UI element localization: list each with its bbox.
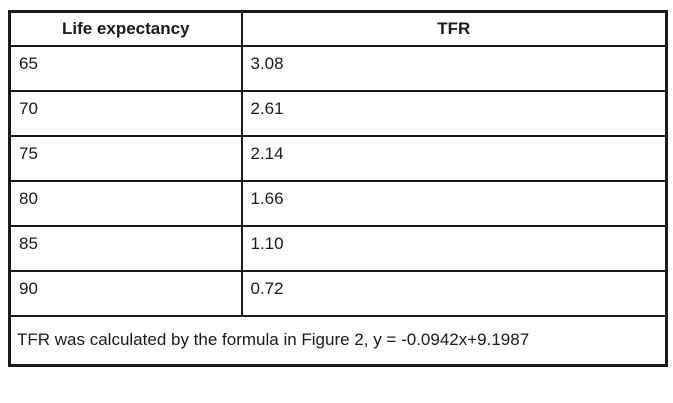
- table-row: 65 3.08: [8, 44, 668, 92]
- tfr-cell: 3.08: [240, 44, 668, 92]
- table-footnote-row: TFR was calculated by the formula in Fig…: [8, 314, 668, 367]
- tfr-cell: 2.61: [240, 89, 668, 137]
- life-expectancy-cell: 85: [8, 224, 243, 272]
- table-footnote: TFR was calculated by the formula in Fig…: [8, 314, 668, 367]
- table-row: 80 1.66: [8, 179, 668, 227]
- life-expectancy-header: Life expectancy: [8, 10, 243, 47]
- table-row: 90 0.72: [8, 269, 668, 317]
- life-expectancy-cell: 75: [8, 134, 243, 182]
- table-header-row: Life expectancy TFR: [8, 10, 668, 47]
- tfr-header: TFR: [240, 10, 668, 47]
- life-expectancy-cell: 90: [8, 269, 243, 317]
- life-expectancy-cell: 80: [8, 179, 243, 227]
- tfr-cell: 1.66: [240, 179, 668, 227]
- tfr-cell: 0.72: [240, 269, 668, 317]
- table-row: 85 1.10: [8, 224, 668, 272]
- tfr-table: Life expectancy TFR 65 3.08 70 2.61 75 2…: [8, 10, 668, 367]
- tfr-cell: 2.14: [240, 134, 668, 182]
- tfr-cell: 1.10: [240, 224, 668, 272]
- table-row: 70 2.61: [8, 89, 668, 137]
- table-row: 75 2.14: [8, 134, 668, 182]
- life-expectancy-cell: 70: [8, 89, 243, 137]
- life-expectancy-cell: 65: [8, 44, 243, 92]
